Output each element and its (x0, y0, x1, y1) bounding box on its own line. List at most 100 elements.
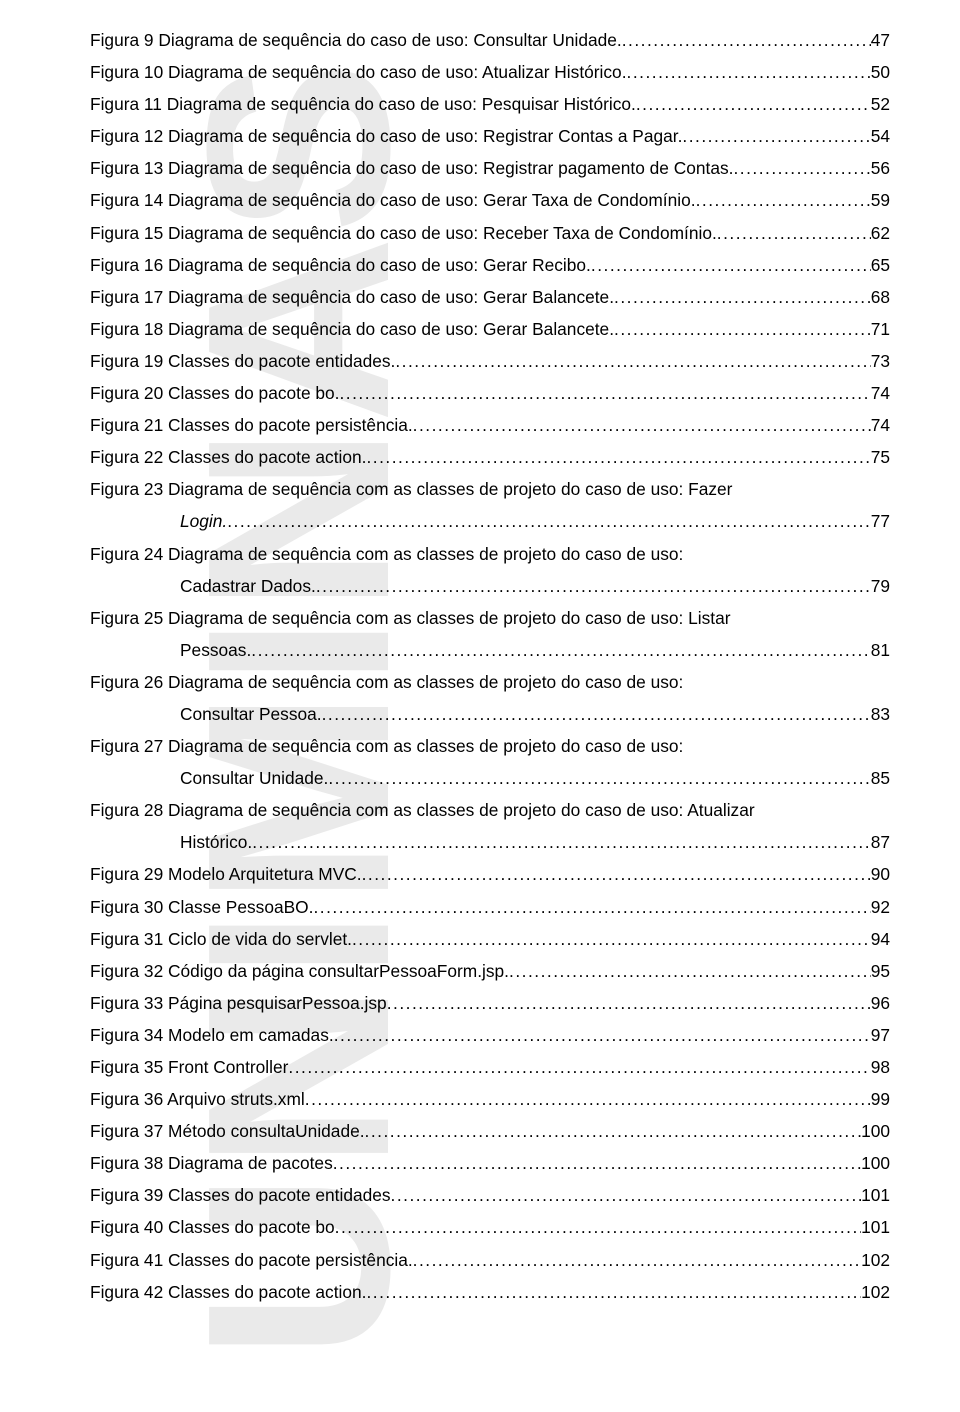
toc-entry: Figura 20 Classes do pacote bo. 74 (90, 377, 890, 409)
leader-dots (395, 345, 870, 377)
toc-entry: Figura 31 Ciclo de vida do servlet. 94 (90, 923, 890, 955)
toc-page-number: 99 (871, 1083, 890, 1115)
leader-dots (288, 1051, 870, 1083)
toc-entry: Figura 19 Classes do pacote entidades. 7… (90, 345, 890, 377)
toc-entry: Figura 13 Diagrama de sequência do caso … (90, 152, 890, 184)
leader-dots (322, 698, 871, 730)
leader-dots (339, 377, 870, 409)
toc-entry-continuation: Consultar Pessoa. 83 (90, 698, 890, 730)
toc-page-number: 81 (871, 634, 890, 666)
toc-label: Figura 35 Front Controller (90, 1051, 288, 1083)
toc-label: Figura 39 Classes do pacote entidades (90, 1179, 391, 1211)
toc-label: Figura 41 Classes do pacote persistência… (90, 1244, 413, 1276)
toc-entry: Figura 17 Diagrama de sequência do caso … (90, 281, 890, 313)
toc-entry: Figura 42 Classes do pacote action. 102 (90, 1276, 890, 1308)
toc-label: Histórico. (180, 826, 252, 858)
leader-dots (252, 826, 871, 858)
toc-page-number: 56 (871, 152, 890, 184)
toc-entry: Figura 38 Diagrama de pacotes 100 (90, 1147, 890, 1179)
leader-dots (366, 441, 870, 473)
leader-dots (413, 409, 871, 441)
toc-page-number: 94 (871, 923, 890, 955)
toc-entry: Figura 29 Modelo Arquitetura MVC. 90 (90, 858, 890, 890)
toc-page-number: 65 (871, 249, 890, 281)
toc-page-number: 96 (871, 987, 890, 1019)
toc-page-number: 98 (871, 1051, 890, 1083)
leader-dots (591, 249, 871, 281)
toc-entry: Figura 12 Diagrama de sequência do caso … (90, 120, 890, 152)
leader-dots (622, 24, 871, 56)
toc-page-number: 59 (871, 184, 890, 216)
toc-page-number: 74 (871, 377, 890, 409)
leader-dots (614, 281, 871, 313)
toc-page-number: 54 (871, 120, 890, 152)
toc-label: Consultar Pessoa. (180, 698, 322, 730)
toc-entry-continuation: Cadastrar Dados. 79 (90, 570, 890, 602)
toc-page-number: 100 (861, 1147, 890, 1179)
toc-page-number: 92 (871, 891, 890, 923)
toc-entry: Figura 24 Diagrama de sequência com as c… (90, 538, 890, 570)
toc-entry: Figura 9 Diagrama de sequência do caso d… (90, 24, 890, 56)
toc-entry: Figura 11 Diagrama de sequência do caso … (90, 88, 890, 120)
toc-entry: Figura 39 Classes do pacote entidades 10… (90, 1179, 890, 1211)
leader-dots (328, 762, 870, 794)
leader-dots (365, 1115, 862, 1147)
toc-label: Figura 23 Diagrama de sequência com as c… (90, 473, 732, 505)
toc-page-number: 75 (871, 441, 890, 473)
leader-dots (251, 634, 870, 666)
toc-label: Figura 14 Diagrama de sequência do caso … (90, 184, 696, 216)
toc-label: Figura 16 Diagrama de sequência do caso … (90, 249, 591, 281)
toc-label: Figura 32 Código da página consultarPess… (90, 955, 509, 987)
toc-page-number: 73 (871, 345, 890, 377)
toc-page-number: 100 (861, 1115, 890, 1147)
leader-dots (627, 56, 871, 88)
toc-label: Figura 33 Página pesquisarPessoa.jsp (90, 987, 387, 1019)
leader-dots (305, 1083, 871, 1115)
leader-dots (696, 184, 871, 216)
toc-entry-continuation: Login. 77 (90, 505, 890, 537)
toc-page-number: 97 (871, 1019, 890, 1051)
toc-entry: Figura 22 Classes do pacote action. 75 (90, 441, 890, 473)
toc-page-number: 77 (871, 505, 890, 537)
toc-label: Figura 20 Classes do pacote bo. (90, 377, 339, 409)
leader-dots (335, 1211, 861, 1243)
toc-entry: Figura 35 Front Controller 98 (90, 1051, 890, 1083)
toc-page-number: 102 (861, 1276, 890, 1308)
toc-entry: Figura 36 Arquivo struts.xml 99 (90, 1083, 890, 1115)
toc-page-number: 74 (871, 409, 890, 441)
leader-dots (733, 152, 870, 184)
toc-page-number: 50 (871, 56, 890, 88)
toc-entry: Figura 27 Diagrama de sequência com as c… (90, 730, 890, 762)
toc-entry-continuation: Histórico. 87 (90, 826, 890, 858)
toc-page-number: 62 (871, 217, 890, 249)
toc-label: Figura 40 Classes do pacote bo (90, 1211, 335, 1243)
leader-dots (387, 987, 871, 1019)
figure-list: Figura 9 Diagrama de sequência do caso d… (90, 24, 890, 1308)
leader-dots (413, 1244, 861, 1276)
leader-dots (682, 120, 870, 152)
toc-page-number: 102 (861, 1244, 890, 1276)
toc-label: Figura 12 Diagrama de sequência do caso … (90, 120, 682, 152)
leader-dots (717, 217, 871, 249)
toc-entry: Figura 18 Diagrama de sequência do caso … (90, 313, 890, 345)
toc-entry: Figura 10 Diagrama de sequência do caso … (90, 56, 890, 88)
toc-label: Login. (180, 505, 227, 537)
toc-page-number: 52 (871, 88, 890, 120)
toc-label: Figura 17 Diagrama de sequência do caso … (90, 281, 614, 313)
leader-dots (352, 923, 871, 955)
toc-entry: Figura 32 Código da página consultarPess… (90, 955, 890, 987)
toc-label: Cadastrar Dados. (180, 570, 316, 602)
toc-label: Figura 38 Diagrama de pacotes (90, 1147, 333, 1179)
toc-label: Figura 27 Diagrama de sequência com as c… (90, 730, 683, 762)
leader-dots (313, 891, 870, 923)
toc-entry: Figura 30 Classe PessoaBO. 92 (90, 891, 890, 923)
toc-entry: Figura 33 Página pesquisarPessoa.jsp 96 (90, 987, 890, 1019)
toc-label: Figura 26 Diagrama de sequência com as c… (90, 666, 683, 698)
toc-label: Figura 24 Diagrama de sequência com as c… (90, 538, 683, 570)
toc-label: Figura 21 Classes do pacote persistência… (90, 409, 413, 441)
leader-dots (333, 1147, 861, 1179)
leader-dots (636, 88, 871, 120)
toc-label: Figura 13 Diagrama de sequência do caso … (90, 152, 733, 184)
toc-label: Figura 11 Diagrama de sequência do caso … (90, 88, 636, 120)
toc-entry: Figura 14 Diagrama de sequência do caso … (90, 184, 890, 216)
